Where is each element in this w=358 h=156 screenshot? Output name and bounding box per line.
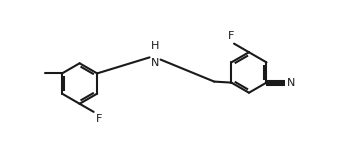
Text: F: F bbox=[228, 31, 234, 41]
Text: N: N bbox=[286, 78, 295, 88]
Text: H: H bbox=[151, 41, 159, 51]
Text: F: F bbox=[96, 115, 102, 124]
Text: N: N bbox=[151, 58, 159, 68]
